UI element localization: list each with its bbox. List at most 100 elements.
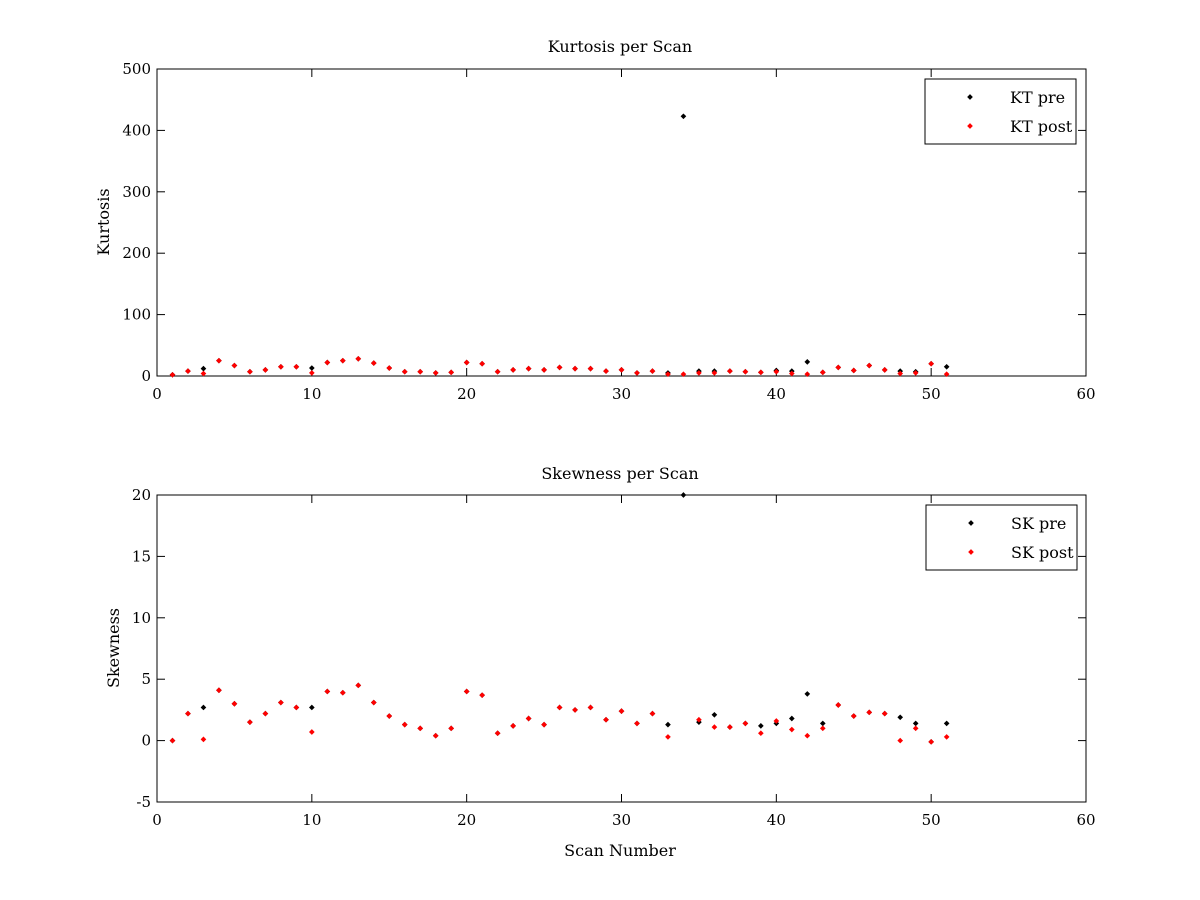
x-tick-label: 30 — [612, 385, 631, 403]
data-point — [881, 367, 888, 373]
data-point — [479, 360, 485, 367]
data-point — [912, 720, 919, 727]
data-point — [819, 725, 826, 732]
data-point — [649, 710, 656, 717]
data-point — [758, 369, 764, 376]
data-point — [479, 692, 485, 698]
data-point — [200, 370, 207, 377]
data-point — [742, 720, 749, 727]
data-point — [912, 725, 919, 732]
data-point — [309, 370, 315, 376]
data-point — [541, 721, 547, 728]
data-point — [804, 359, 811, 365]
data-point — [494, 368, 501, 375]
data-point — [494, 730, 501, 737]
data-point — [200, 365, 207, 372]
data-point — [262, 710, 269, 717]
data-point — [169, 371, 176, 378]
y-axis-label: Skewness — [104, 608, 123, 688]
data-point — [804, 691, 811, 697]
data-point — [711, 711, 718, 718]
data-point — [850, 367, 857, 374]
data-point — [185, 368, 191, 374]
data-point — [603, 716, 609, 723]
data-point — [572, 365, 578, 372]
data-point — [618, 708, 625, 714]
data-point — [680, 113, 687, 120]
data-point — [758, 723, 764, 729]
data-point — [556, 704, 563, 711]
data-point — [185, 710, 191, 717]
data-point — [943, 363, 950, 370]
series-sk-post — [169, 682, 950, 745]
data-point — [401, 721, 408, 728]
x-tick-label: 30 — [612, 811, 631, 829]
data-point — [603, 368, 609, 374]
data-point — [386, 365, 393, 371]
data-point — [711, 370, 718, 376]
plot-title: Kurtosis per Scan — [548, 37, 692, 56]
data-point — [448, 369, 455, 376]
data-point — [696, 370, 702, 376]
data-point — [525, 365, 532, 372]
x-tick-label: 40 — [767, 811, 786, 829]
data-point — [355, 682, 362, 689]
legend: KT pre KT post — [924, 78, 1077, 145]
x-tick-label: 0 — [152, 811, 162, 829]
data-point — [293, 363, 300, 370]
series-kt-post — [169, 355, 950, 378]
legend-marker — [968, 549, 974, 555]
data-point — [943, 734, 950, 740]
data-point — [370, 360, 377, 366]
legend-marker — [967, 123, 973, 129]
y-tick-label: 0 — [141, 732, 151, 750]
x-tick-label: 20 — [457, 385, 476, 403]
data-point — [401, 368, 408, 375]
data-point — [278, 363, 284, 370]
data-point — [618, 367, 625, 373]
data-point — [293, 704, 300, 711]
y-tick-label: 15 — [132, 547, 151, 565]
data-point — [216, 687, 222, 694]
x-tick-label: 50 — [922, 385, 941, 403]
data-point — [587, 704, 594, 711]
legend-label: SK pre — [1011, 514, 1066, 533]
x-tick-label: 0 — [152, 385, 162, 403]
x-axis-label: Scan Number — [564, 841, 676, 860]
x-tick-label: 60 — [1076, 811, 1095, 829]
data-point — [711, 724, 718, 730]
data-point — [758, 730, 764, 737]
data-point — [866, 362, 873, 369]
plot-title: Skewness per Scan — [541, 464, 698, 483]
data-point — [788, 370, 795, 377]
legend-label: SK post — [1011, 543, 1074, 562]
data-point — [943, 371, 950, 377]
data-point — [804, 371, 811, 377]
data-point — [309, 704, 315, 711]
kurtosis-subplot: Kurtosis per Scan Kurtosis 0 10 20 30 40 50 60… — [94, 37, 1096, 403]
data-point — [572, 707, 578, 713]
data-point — [510, 367, 516, 373]
data-point — [324, 688, 331, 695]
legend-label: KT post — [1010, 117, 1073, 136]
data-point — [231, 700, 238, 707]
x-tick-label: 40 — [767, 385, 786, 403]
data-point — [665, 734, 671, 740]
data-point — [247, 368, 253, 375]
x-tick-label: 50 — [922, 811, 941, 829]
data-point — [897, 370, 904, 377]
data-point — [727, 724, 733, 730]
data-point — [432, 370, 439, 376]
x-tick-label: 20 — [457, 811, 476, 829]
data-point — [417, 368, 424, 375]
data-point — [541, 367, 547, 373]
data-point — [897, 737, 904, 744]
data-point — [835, 702, 842, 708]
data-point — [370, 699, 377, 706]
data-point — [819, 720, 826, 727]
data-point — [200, 736, 207, 743]
data-point — [556, 364, 563, 371]
data-point — [216, 357, 222, 364]
data-point — [355, 355, 362, 362]
y-tick-label: 10 — [132, 609, 151, 627]
